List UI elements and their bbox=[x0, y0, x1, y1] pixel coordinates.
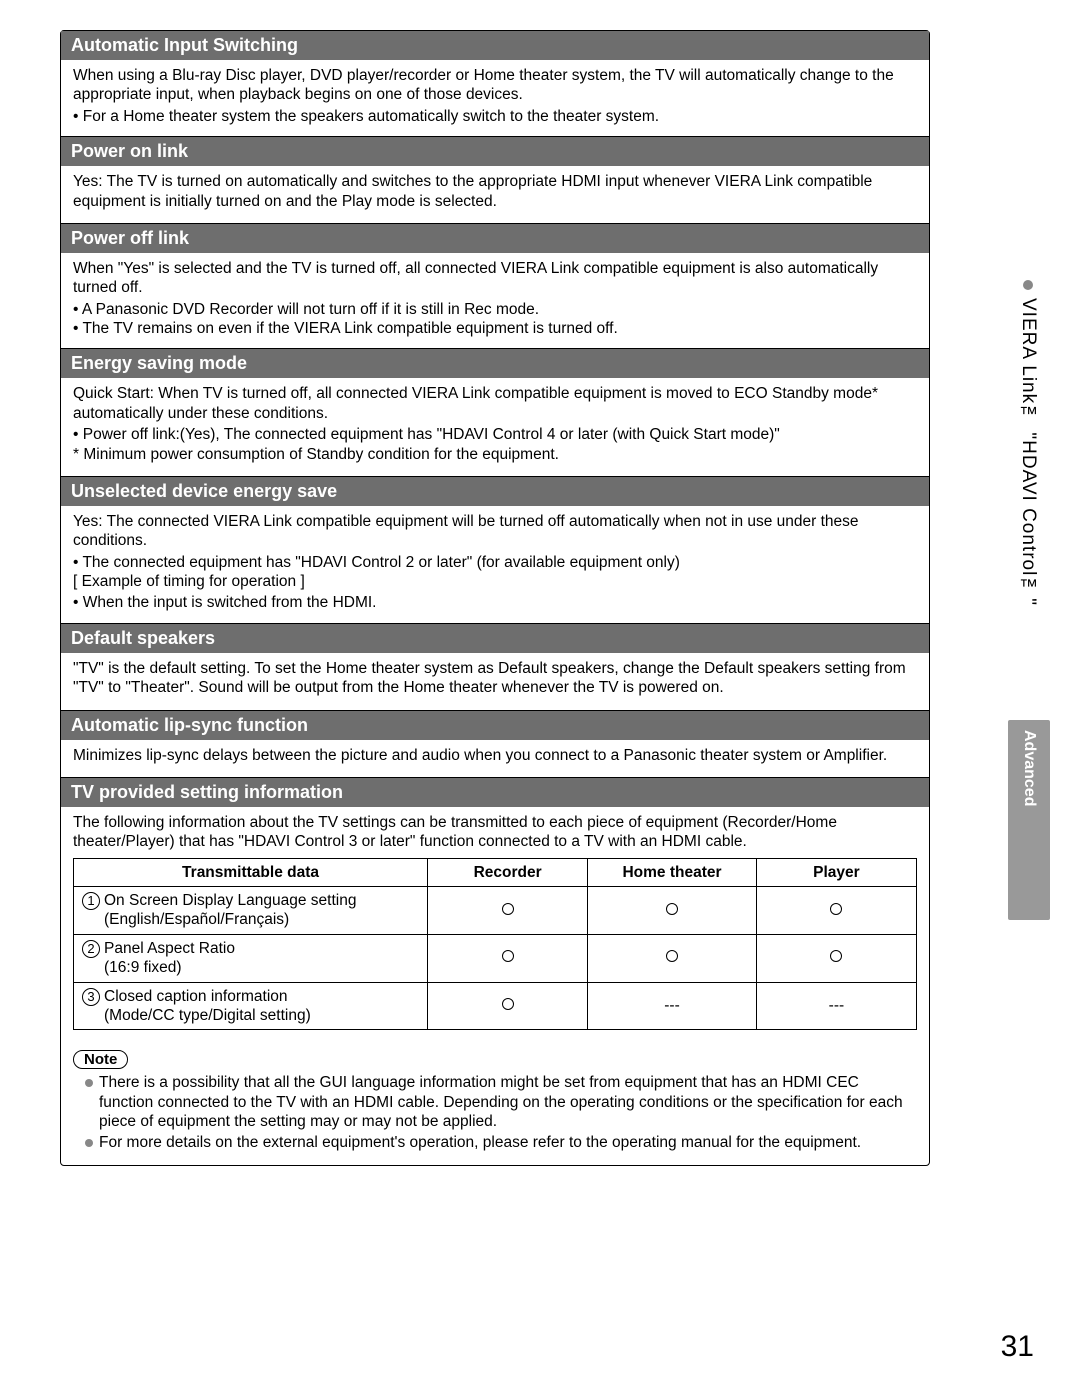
table-row: 2Panel Aspect Ratio(16:9 fixed) bbox=[74, 934, 917, 982]
circled-number-icon: 1 bbox=[82, 892, 100, 910]
section-text: The following information about the TV s… bbox=[73, 813, 917, 852]
bullet-item: The TV remains on even if the VIERA Link… bbox=[73, 319, 917, 338]
circle-mark-icon bbox=[502, 903, 514, 915]
data-cell: --- bbox=[756, 982, 916, 1030]
note-item: For more details on the external equipme… bbox=[85, 1133, 917, 1152]
bullet-item: A Panasonic DVD Recorder will not turn o… bbox=[73, 300, 917, 319]
section-body-energy-saving: Quick Start: When TV is turned off, all … bbox=[61, 378, 929, 476]
footnote: Minimum power consumption of Standby con… bbox=[73, 445, 917, 464]
data-cell bbox=[428, 934, 588, 982]
col-header: Transmittable data bbox=[74, 858, 428, 886]
side-advanced-label: Advanced bbox=[1020, 730, 1038, 806]
section-body-unselected: Yes: The connected VIERA Link compatible… bbox=[61, 506, 929, 623]
data-cell bbox=[756, 887, 916, 935]
section-body-default-speakers: "TV" is the default setting. To set the … bbox=[61, 653, 929, 710]
bullet-list: A Panasonic DVD Recorder will not turn o… bbox=[73, 300, 917, 339]
bullet-list: Power off link:(Yes), The connected equi… bbox=[73, 425, 917, 444]
note-item: There is a possibility that all the GUI … bbox=[85, 1073, 917, 1131]
circle-mark-icon bbox=[666, 950, 678, 962]
section-text: Yes: The connected VIERA Link compatible… bbox=[73, 512, 917, 551]
circle-mark-icon bbox=[830, 950, 842, 962]
section-title-unselected: Unselected device energy save bbox=[61, 476, 929, 506]
dot-icon bbox=[1023, 280, 1033, 290]
page-number: 31 bbox=[1001, 1330, 1034, 1364]
content-box: Automatic Input Switching When using a B… bbox=[60, 30, 930, 1166]
data-cell bbox=[428, 887, 588, 935]
section-title-power-on: Power on link bbox=[61, 136, 929, 166]
section-title-tv-setting: TV provided setting information bbox=[61, 777, 929, 807]
data-cell bbox=[588, 887, 757, 935]
data-cell: --- bbox=[588, 982, 757, 1030]
section-text: When using a Blu-ray Disc player, DVD pl… bbox=[73, 66, 917, 105]
bullet-item: For a Home theater system the speakers a… bbox=[73, 107, 917, 126]
section-text: Yes: The TV is turned on automatically a… bbox=[73, 172, 917, 211]
side-advanced-tab: Advanced bbox=[1008, 720, 1050, 920]
circled-number-icon: 2 bbox=[82, 940, 100, 958]
section-body-power-on: Yes: The TV is turned on automatically a… bbox=[61, 166, 929, 223]
section-body-lip-sync: Minimizes lip-sync delays between the pi… bbox=[61, 740, 929, 777]
bullet-item: Power off link:(Yes), The connected equi… bbox=[73, 425, 917, 444]
data-cell-label: 3Closed caption information(Mode/CC type… bbox=[74, 982, 428, 1030]
col-header: Home theater bbox=[588, 858, 757, 886]
table-row: 3Closed caption information(Mode/CC type… bbox=[74, 982, 917, 1030]
data-cell bbox=[428, 982, 588, 1030]
manual-page: Automatic Input Switching When using a B… bbox=[0, 0, 1080, 1388]
circle-mark-icon bbox=[502, 998, 514, 1010]
circled-number-icon: 3 bbox=[82, 988, 100, 1006]
extra-line: [ Example of timing for operation ] bbox=[73, 572, 917, 591]
bullet-list: When the input is switched from the HDMI… bbox=[73, 593, 917, 612]
col-header: Recorder bbox=[428, 858, 588, 886]
section-body-tv-setting: The following information about the TV s… bbox=[61, 807, 929, 1040]
section-text: "TV" is the default setting. To set the … bbox=[73, 659, 917, 698]
side-title: VIERA Link™ "HDAVI Control™" bbox=[1017, 298, 1039, 606]
transmittable-data-table: Transmittable data Recorder Home theater… bbox=[73, 858, 917, 1031]
bullet-list: The connected equipment has "HDAVI Contr… bbox=[73, 553, 917, 572]
table-row: 1On Screen Display Language setting(Engl… bbox=[74, 887, 917, 935]
circle-mark-icon bbox=[666, 903, 678, 915]
bullet-item: The connected equipment has "HDAVI Contr… bbox=[73, 553, 917, 572]
section-title-lip-sync: Automatic lip-sync function bbox=[61, 710, 929, 740]
section-text: Minimizes lip-sync delays between the pi… bbox=[73, 746, 917, 765]
bullet-list: For a Home theater system the speakers a… bbox=[73, 107, 917, 126]
data-cell-label: 1On Screen Display Language setting(Engl… bbox=[74, 887, 428, 935]
data-cell bbox=[588, 934, 757, 982]
section-body-power-off: When "Yes" is selected and the TV is tur… bbox=[61, 253, 929, 349]
data-cell bbox=[756, 934, 916, 982]
data-cell-label: 2Panel Aspect Ratio(16:9 fixed) bbox=[74, 934, 428, 982]
section-text: Quick Start: When TV is turned off, all … bbox=[73, 384, 917, 423]
circle-mark-icon bbox=[502, 950, 514, 962]
bullet-item: When the input is switched from the HDMI… bbox=[73, 593, 917, 612]
side-tab: VIERA Link™ "HDAVI Control™" bbox=[1016, 280, 1040, 611]
section-body-auto-input: When using a Blu-ray Disc player, DVD pl… bbox=[61, 60, 929, 136]
note-bullets: There is a possibility that all the GUI … bbox=[61, 1073, 929, 1165]
note-label: Note bbox=[73, 1050, 128, 1069]
table-header-row: Transmittable data Recorder Home theater… bbox=[74, 858, 917, 886]
section-title-auto-input: Automatic Input Switching bbox=[61, 31, 929, 60]
note-block: Note There is a possibility that all the… bbox=[61, 1040, 929, 1165]
section-title-default-speakers: Default speakers bbox=[61, 623, 929, 653]
section-title-power-off: Power off link bbox=[61, 223, 929, 253]
section-title-energy-saving: Energy saving mode bbox=[61, 348, 929, 378]
circle-mark-icon bbox=[830, 903, 842, 915]
col-header: Player bbox=[756, 858, 916, 886]
section-text: When "Yes" is selected and the TV is tur… bbox=[73, 259, 917, 298]
